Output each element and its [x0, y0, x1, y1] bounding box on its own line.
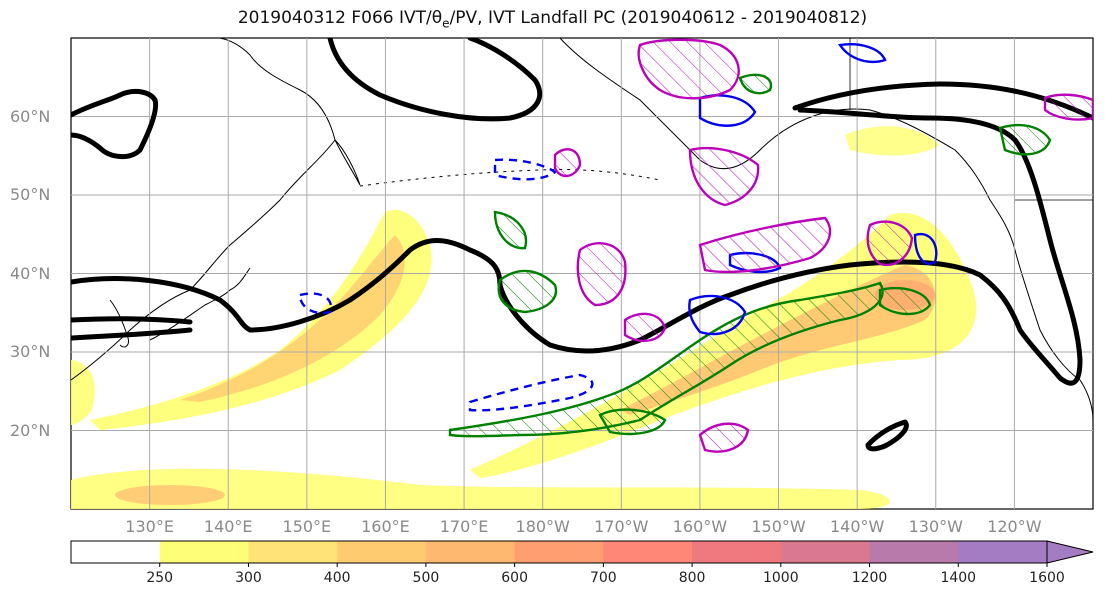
- theta-e-contour-north-west: [71, 88, 159, 159]
- ivt-pc-central-blob: [497, 269, 558, 314]
- lat-label: 40°N: [10, 263, 51, 283]
- ivt-band-west-pacific-core: [180, 235, 405, 402]
- map-content: [71, 38, 1093, 509]
- colorbar-label: 250: [146, 570, 174, 586]
- pv-contour-dashed-south: [468, 373, 594, 412]
- landfall-contour-subtropics: [698, 422, 750, 453]
- colorbar-label: 700: [589, 570, 617, 586]
- lon-label: 140°E: [203, 517, 253, 536]
- ivt-band-gulf-of-alaska: [845, 126, 940, 156]
- pv-contour-north-america: [913, 232, 938, 265]
- colorbar-frame: [70, 540, 1048, 564]
- landfall-contour-mid: [698, 216, 832, 274]
- coast-mexico: [1079, 379, 1093, 421]
- lon-label: 170°W: [594, 517, 649, 536]
- colorbar-segment: [603, 541, 693, 563]
- theta-e-contour-main: [71, 107, 1083, 386]
- map-title: 2019040312 F066 IVT/θe/PV, IVT Landfall …: [237, 8, 868, 31]
- landfall-contour-north-america: [866, 220, 914, 267]
- lon-label: 160°E: [361, 517, 410, 536]
- landfall-contour-central: [576, 242, 627, 307]
- landfall-contour-alaska-north: [637, 38, 740, 100]
- colorbar-extend-arrow: [1046, 540, 1094, 564]
- colorbar-segment: [159, 541, 249, 563]
- lon-label: 180°W: [515, 517, 570, 536]
- colorbar-segment: [248, 541, 338, 563]
- lat-label: 30°N: [10, 342, 51, 361]
- ivt-core-subtropics: [115, 485, 225, 505]
- colorbar-segment: [958, 541, 1048, 563]
- theta-e-contour-subtropical: [865, 419, 909, 452]
- colorbar-label: 300: [235, 570, 262, 586]
- pv-contour-dashed-north: [493, 158, 558, 181]
- landfall-contour-central-west: [623, 312, 667, 343]
- lat-label: 20°N: [10, 420, 51, 440]
- landfall-contours: [553, 38, 1093, 453]
- colorbar-label: 600: [501, 570, 528, 586]
- lon-label: 150°E: [282, 517, 332, 536]
- colorbar-segment: [692, 541, 782, 563]
- colorbar-segment: [71, 541, 161, 563]
- colorbar: [70, 540, 1094, 567]
- colorbar-label: 1600: [1029, 570, 1065, 586]
- lat-label: 50°N: [10, 185, 51, 204]
- ivt-pc-gulf-alaska: [998, 124, 1052, 156]
- lon-label: 130°E: [125, 517, 174, 536]
- ivt-pc-main-band: [448, 281, 884, 438]
- theta-e-contour-japan-south: [71, 327, 193, 341]
- colorbar-segment: [514, 541, 604, 563]
- lon-label: 170°E: [439, 517, 489, 536]
- lon-label: 150°W: [751, 517, 806, 536]
- theta-e-contour-north: [327, 38, 543, 122]
- colorbar-label: 800: [678, 570, 706, 586]
- landfall-contour-alaska-south: [688, 146, 760, 207]
- lon-label: 130°W: [908, 517, 963, 536]
- ivt-pc-contours: [448, 73, 1052, 438]
- theta-e-contour-japan: [71, 316, 193, 325]
- colorbar-label: 1400: [940, 570, 977, 586]
- pv-contour-canada: [837, 43, 887, 64]
- ivt-band-subtropics: [71, 468, 890, 509]
- colorbar-segment: [337, 541, 427, 563]
- ivt-pc-north-america: [878, 286, 932, 316]
- landfall-contour-canada: [1043, 93, 1093, 121]
- lon-label: 160°W: [672, 517, 728, 536]
- colorbar-segment: [780, 541, 871, 563]
- pv-contour-dashed-west: [298, 292, 333, 315]
- ivt-pc-alaska-west: [738, 73, 773, 95]
- ivt-pc-subtropics: [598, 408, 667, 436]
- pv-contour-central: [688, 294, 747, 336]
- colorbar-segment: [869, 541, 959, 563]
- ivt-pc-north-pacific: [493, 210, 528, 250]
- lat-label: 60°N: [10, 106, 51, 126]
- colorbar-label: 500: [412, 570, 440, 586]
- colorbar-segment: [425, 541, 516, 563]
- lon-label: 140°W: [829, 517, 885, 536]
- coast-korea: [109, 299, 129, 348]
- coast-kamchatka: [334, 139, 361, 186]
- colorbar-label: 1200: [851, 570, 888, 586]
- lon-label: 120°W: [987, 517, 1042, 536]
- colorbar-label: 400: [323, 570, 351, 586]
- landfall-contour-north-pacific: [553, 148, 582, 178]
- colorbar-label: 1000: [762, 570, 799, 586]
